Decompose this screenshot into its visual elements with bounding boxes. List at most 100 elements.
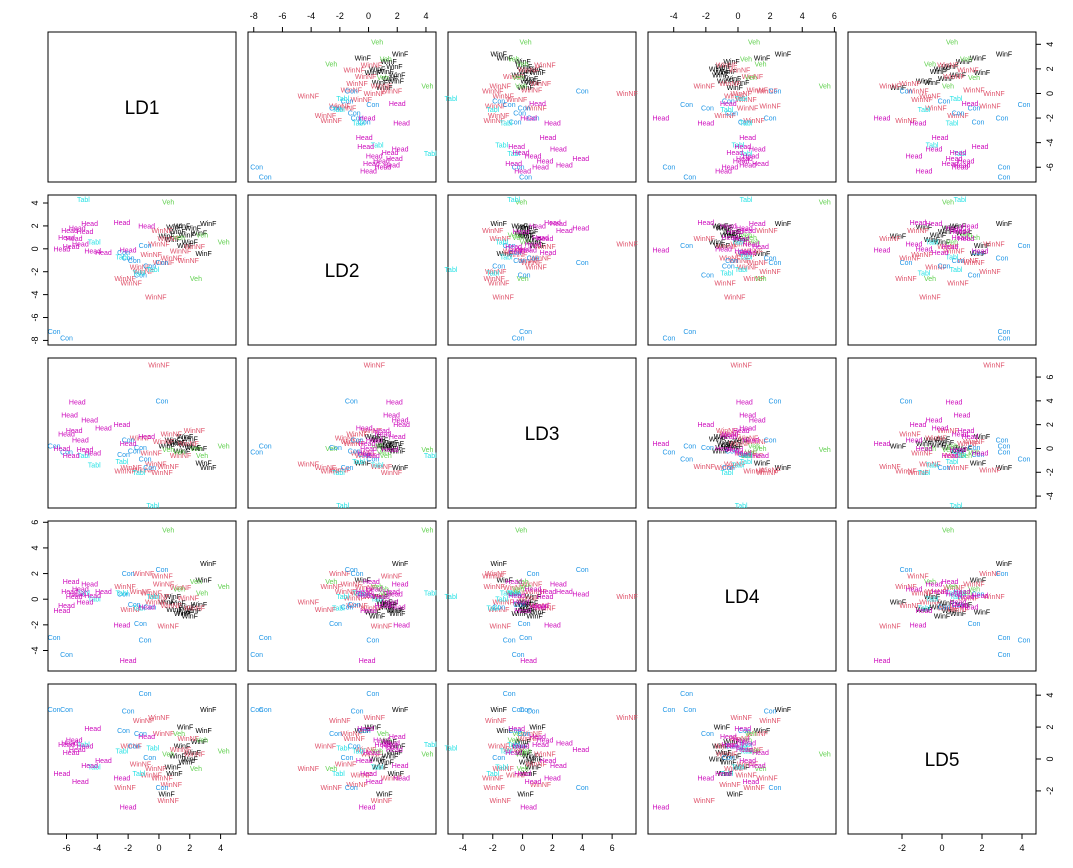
point-label-Head: Head xyxy=(950,599,967,606)
x-tick-label-LD4: -4 xyxy=(670,11,678,21)
point-label-WinNF: WinNF xyxy=(298,599,319,606)
point-label-Con: Con xyxy=(366,691,379,698)
x-tick-label-LD2: -2 xyxy=(336,11,344,21)
point-label-Head: Head xyxy=(910,220,927,227)
point-label-WinF: WinF xyxy=(378,69,394,76)
point-label-WinF: WinF xyxy=(355,55,371,62)
point-label-Head: Head xyxy=(514,246,531,253)
point-label-Head: Head xyxy=(739,135,756,142)
point-label-WinNF: WinNF xyxy=(153,731,174,738)
point-label-Head: Head xyxy=(514,168,531,175)
point-label-Con: Con xyxy=(492,755,505,762)
point-label-WinF: WinF xyxy=(715,445,731,452)
point-label-Veh: Veh xyxy=(520,584,532,591)
point-label-Con: Con xyxy=(769,89,782,96)
point-label-WinNF: WinNF xyxy=(485,103,506,110)
point-label-Head: Head xyxy=(81,581,98,588)
point-label-WinNF: WinNF xyxy=(729,736,750,743)
point-label-WinF: WinF xyxy=(890,85,906,92)
point-label-Tabl: Tabl xyxy=(116,459,129,466)
point-label-Con: Con xyxy=(972,250,985,257)
point-label-WinNF: WinNF xyxy=(937,606,958,613)
point-label-WinF: WinF xyxy=(714,725,730,732)
point-label-Head: Head xyxy=(363,750,380,757)
point-label-Head: Head xyxy=(962,101,979,108)
point-label-WinNF: WinNF xyxy=(148,715,169,722)
point-label-Veh: Veh xyxy=(942,447,954,454)
point-label-WinNF: WinNF xyxy=(335,761,356,768)
point-label-WinNF: WinNF xyxy=(488,607,509,614)
point-label-Head: Head xyxy=(77,447,94,454)
y-tick-label-LD5: 2 xyxy=(1045,725,1055,730)
point-label-Con: Con xyxy=(952,111,965,118)
point-label-WinF: WinF xyxy=(382,753,398,760)
point-label-Head: Head xyxy=(652,804,669,811)
point-label-Con: Con xyxy=(259,635,272,642)
point-label-Head: Head xyxy=(916,246,933,253)
point-label-WinF: WinF xyxy=(775,465,791,472)
point-label-WinF: WinF xyxy=(529,70,545,77)
point-label-Con: Con xyxy=(680,243,693,250)
point-label-WinNF: WinNF xyxy=(947,281,968,288)
point-label-WinF: WinF xyxy=(380,602,396,609)
point-label-Head: Head xyxy=(382,447,399,454)
point-label-Tabl: Tabl xyxy=(445,96,458,103)
point-label-Veh: Veh xyxy=(508,233,520,240)
point-label-WinF: WinF xyxy=(723,59,739,66)
point-label-Con: Con xyxy=(358,452,371,459)
y-tick-label-LD2: 4 xyxy=(30,201,40,206)
point-label-WinF: WinF xyxy=(376,599,392,606)
point-label-Tabl: Tabl xyxy=(954,151,967,158)
point-label-Con: Con xyxy=(662,336,675,343)
point-label-Head: Head xyxy=(736,226,753,233)
point-label-Veh: Veh xyxy=(421,447,433,454)
point-label-Con: Con xyxy=(134,273,147,280)
point-label-WinF: WinF xyxy=(522,229,538,236)
point-label-Head: Head xyxy=(363,579,380,586)
point-label-Con: Con xyxy=(996,571,1009,578)
point-label-WinF: WinF xyxy=(525,80,541,87)
point-label-WinNF: WinNF xyxy=(361,63,382,70)
point-label-Head: Head xyxy=(942,579,959,586)
y-tick-label-LD1: -2 xyxy=(1045,114,1055,122)
point-label-Con: Con xyxy=(662,707,675,714)
point-label-WinF: WinF xyxy=(166,441,182,448)
point-label-WinNF: WinNF xyxy=(315,113,336,120)
point-label-WinF: WinF xyxy=(516,226,532,233)
point-label-WinNF: WinNF xyxy=(158,236,179,243)
point-label-Head: Head xyxy=(138,223,155,230)
point-label-WinF: WinF xyxy=(389,73,405,80)
point-label-WinNF: WinNF xyxy=(130,265,151,272)
point-label-WinF: WinF xyxy=(372,764,388,771)
point-label-Veh: Veh xyxy=(740,453,752,460)
point-label-Tabl: Tabl xyxy=(336,503,349,510)
point-label-Tabl: Tabl xyxy=(146,594,159,601)
point-label-WinF: WinF xyxy=(365,725,381,732)
point-label-WinF: WinF xyxy=(916,607,932,614)
point-label-Head: Head xyxy=(734,726,751,733)
point-label-WinF: WinF xyxy=(733,80,749,87)
point-label-Con: Con xyxy=(139,691,152,698)
point-label-Tabl: Tabl xyxy=(352,590,365,597)
point-label-Con: Con xyxy=(512,652,525,659)
point-label-WinNF: WinNF xyxy=(130,589,151,596)
point-label-Con: Con xyxy=(680,457,693,464)
point-label-Tabl: Tabl xyxy=(132,606,145,613)
point-label-Tabl: Tabl xyxy=(507,151,520,158)
point-label-WinF: WinF xyxy=(934,613,950,620)
point-label-WinF: WinF xyxy=(511,611,527,618)
point-label-Veh: Veh xyxy=(377,731,389,738)
point-label-WinNF: WinNF xyxy=(178,736,199,743)
point-label-Veh: Veh xyxy=(371,749,383,756)
point-label-Tabl: Tabl xyxy=(720,771,733,778)
point-label-WinF: WinF xyxy=(526,757,542,764)
point-label-WinNF: WinNF xyxy=(747,731,768,738)
point-label-WinNF: WinNF xyxy=(737,761,758,768)
point-label-WinF: WinF xyxy=(525,764,541,771)
point-label-WinNF: WinNF xyxy=(919,93,940,100)
point-label-WinF: WinF xyxy=(169,440,185,447)
point-label-Tabl: Tabl xyxy=(352,749,365,756)
point-label-Head: Head xyxy=(356,758,373,765)
point-label-Head: Head xyxy=(726,229,743,236)
point-label-Head: Head xyxy=(739,228,756,235)
